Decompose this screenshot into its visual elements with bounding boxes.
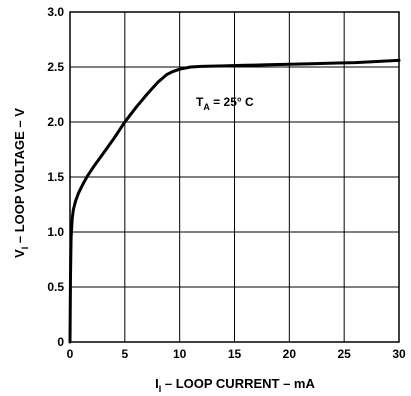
y-tick-label: 0 xyxy=(57,335,64,349)
y-tick-label: 1.0 xyxy=(47,225,64,239)
x-tick-label: 0 xyxy=(67,347,74,361)
y-tick-label: 0.5 xyxy=(47,280,64,294)
x-axis-title: II – LOOP CURRENT – mA xyxy=(155,376,315,394)
y-tick-label: 1.5 xyxy=(47,170,64,184)
y-tick-labels: 0 0.5 1.0 1.5 2.0 2.5 3.0 xyxy=(47,5,64,349)
x-tick-label: 10 xyxy=(173,347,187,361)
x-tick-label: 25 xyxy=(337,347,351,361)
x-tick-label: 15 xyxy=(228,347,242,361)
x-tick-label: 30 xyxy=(392,347,406,361)
y-tick-label: 2.0 xyxy=(47,115,64,129)
plot-frame xyxy=(69,11,400,343)
y-tick-label: 2.5 xyxy=(47,60,64,74)
y-axis-title: VI – LOOP VOLTAGE – V xyxy=(12,108,30,258)
x-tick-label: 5 xyxy=(121,347,128,361)
y-tick-label: 3.0 xyxy=(47,5,64,19)
x-tick-labels: 0 5 10 15 20 25 30 xyxy=(67,347,406,361)
x-tick-label: 20 xyxy=(283,347,297,361)
annotation-text: TA = 25° C xyxy=(196,95,254,112)
series-line xyxy=(68,58,401,344)
